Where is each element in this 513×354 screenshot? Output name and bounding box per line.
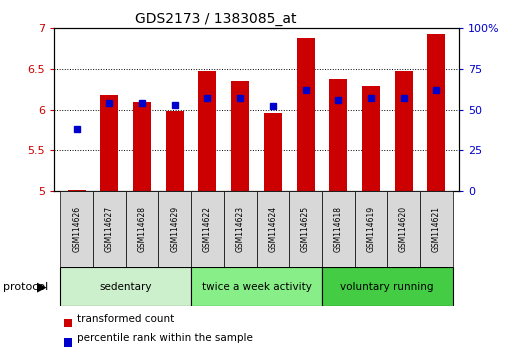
Bar — [224, 191, 256, 267]
Bar — [387, 191, 420, 267]
Bar — [297, 38, 314, 191]
Text: GSM114628: GSM114628 — [137, 206, 147, 252]
Text: GSM114621: GSM114621 — [432, 206, 441, 252]
Text: transformed count: transformed count — [77, 314, 174, 324]
Bar — [191, 267, 322, 306]
Text: GSM114627: GSM114627 — [105, 206, 114, 252]
Bar — [61, 191, 93, 267]
Text: GSM114624: GSM114624 — [268, 206, 278, 252]
Bar — [362, 86, 380, 191]
Bar — [93, 191, 126, 267]
Text: sedentary: sedentary — [100, 282, 152, 292]
Bar — [329, 79, 347, 191]
Text: GSM114618: GSM114618 — [334, 206, 343, 252]
Bar — [166, 110, 184, 191]
Bar — [420, 191, 452, 267]
Bar — [68, 189, 86, 191]
Text: GSM114620: GSM114620 — [399, 206, 408, 252]
Text: GSM114622: GSM114622 — [203, 206, 212, 252]
Bar — [231, 81, 249, 191]
Bar — [427, 34, 445, 191]
Text: GSM114623: GSM114623 — [235, 206, 245, 252]
Bar — [61, 267, 191, 306]
Text: GDS2173 / 1383085_at: GDS2173 / 1383085_at — [135, 12, 296, 27]
Text: GSM114626: GSM114626 — [72, 206, 81, 252]
Text: percentile rank within the sample: percentile rank within the sample — [77, 333, 253, 343]
Text: GSM114629: GSM114629 — [170, 206, 179, 252]
Bar — [133, 102, 151, 191]
Bar — [101, 95, 119, 191]
Bar — [322, 191, 354, 267]
Text: ▶: ▶ — [37, 280, 47, 293]
Text: protocol: protocol — [3, 282, 48, 292]
Text: GSM114619: GSM114619 — [366, 206, 376, 252]
Bar — [264, 113, 282, 191]
Bar — [256, 191, 289, 267]
Text: voluntary running: voluntary running — [341, 282, 434, 292]
Text: GSM114625: GSM114625 — [301, 206, 310, 252]
Bar — [191, 191, 224, 267]
Bar — [126, 191, 159, 267]
Bar — [289, 191, 322, 267]
Bar — [394, 71, 412, 191]
Bar — [159, 191, 191, 267]
Bar — [354, 191, 387, 267]
Bar — [199, 71, 216, 191]
Text: twice a week activity: twice a week activity — [202, 282, 311, 292]
Bar — [322, 267, 452, 306]
